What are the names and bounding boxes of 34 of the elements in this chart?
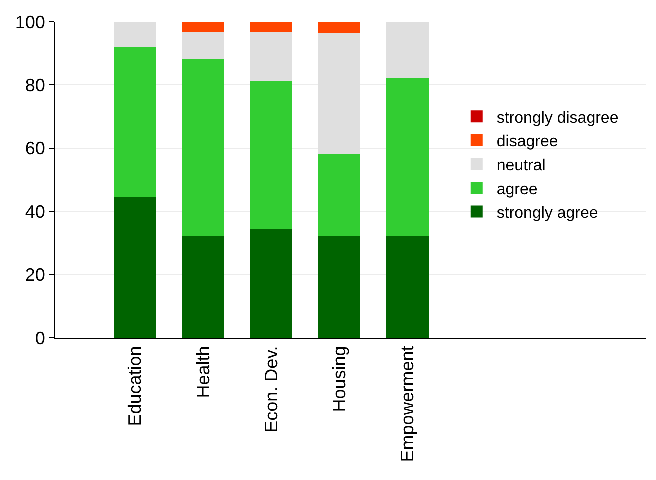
x-tick-label: Econ. Dev. xyxy=(261,346,282,433)
bar xyxy=(182,60,225,236)
legend-label: strongly disagree xyxy=(496,110,619,127)
x-tick-label: Health xyxy=(193,346,214,398)
y-tick-label: 20 xyxy=(25,265,46,286)
bar xyxy=(386,22,429,78)
legend-label: strongly agree xyxy=(496,205,598,222)
bar xyxy=(318,154,361,237)
bar xyxy=(386,78,429,236)
bar xyxy=(182,22,225,32)
bar xyxy=(250,230,293,338)
bar xyxy=(114,197,156,338)
bar xyxy=(386,236,429,338)
x-tick-label: Empowerment xyxy=(398,346,418,462)
y-tick-label: 80 xyxy=(25,76,46,96)
bar xyxy=(114,47,156,198)
bar xyxy=(114,22,156,48)
legend-label: disagree xyxy=(496,134,558,151)
bar xyxy=(318,22,361,34)
y-tick-label: 0 xyxy=(35,328,46,348)
bar xyxy=(318,33,361,155)
bar xyxy=(250,81,293,230)
legend-label: agree xyxy=(496,181,538,198)
bar xyxy=(182,236,225,338)
y-tick-label: 100 xyxy=(15,12,46,32)
x-tick-label: Education xyxy=(125,346,146,426)
bar xyxy=(250,22,293,32)
bar xyxy=(182,32,225,60)
legend-label: neutral xyxy=(496,157,546,174)
y-tick-label: 60 xyxy=(25,138,46,159)
y-tick-label: 40 xyxy=(25,202,46,222)
bar xyxy=(318,236,361,338)
bar xyxy=(250,32,293,82)
x-tick-label: Housing xyxy=(329,346,350,412)
